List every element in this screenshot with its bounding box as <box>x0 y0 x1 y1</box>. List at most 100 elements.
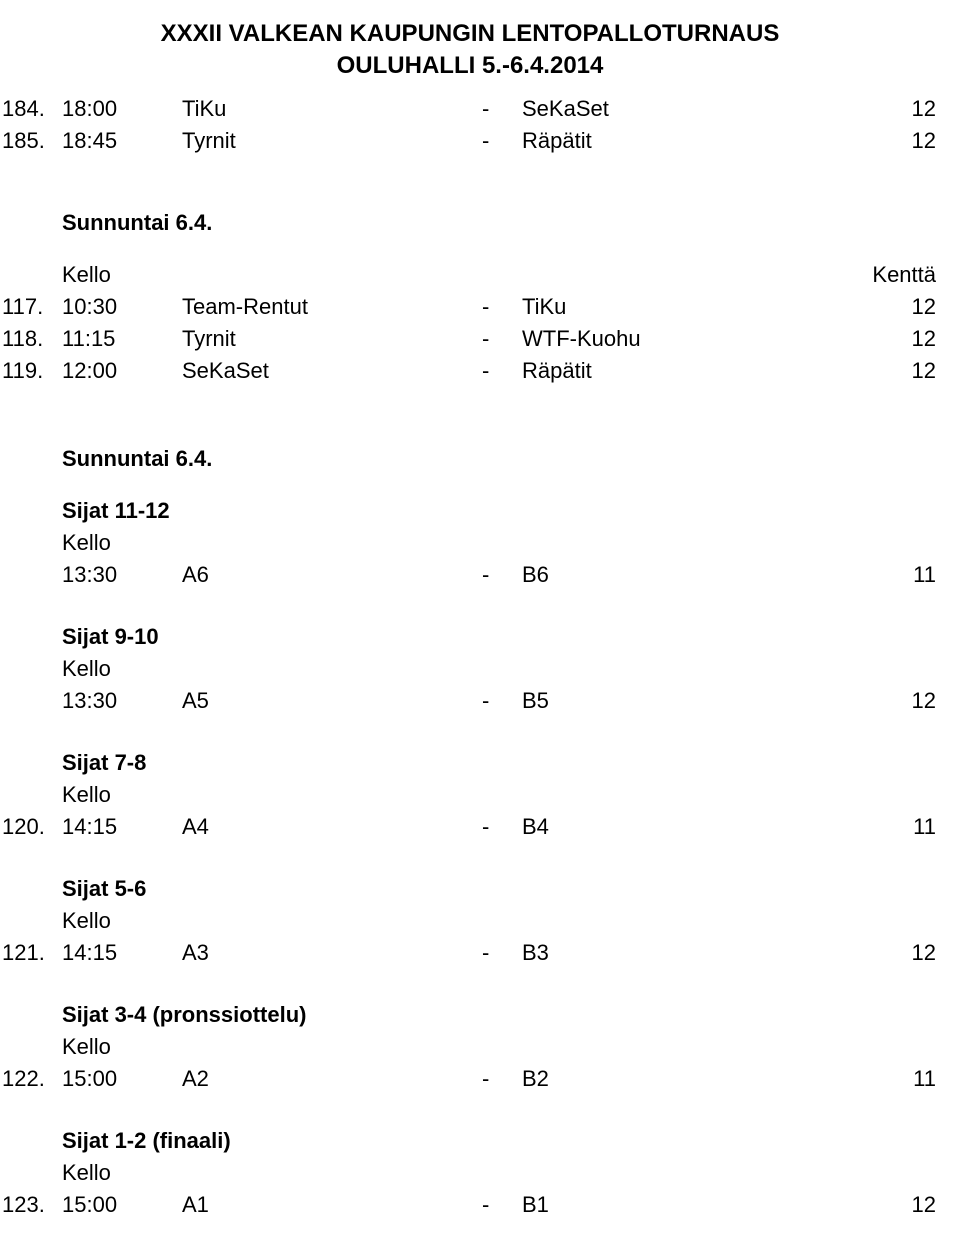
match-time: 13:30 <box>62 562 182 588</box>
match-team1: A4 <box>182 814 482 840</box>
match-row: 120. 14:15 A4 - B4 11 <box>0 814 940 840</box>
section-heading: Sijat 11-12 <box>62 498 940 524</box>
match-row: 121. 14:15 A3 - B3 12 <box>0 940 940 966</box>
day-heading: Sunnuntai 6.4. <box>62 210 940 236</box>
match-field: 12 <box>832 688 940 714</box>
match-team1: Tyrnit <box>182 326 482 352</box>
match-team2: B1 <box>522 1192 832 1218</box>
spacer <box>0 1098 940 1128</box>
match-field: 11 <box>832 814 940 840</box>
match-index: 117. <box>0 294 62 320</box>
match-time: 14:15 <box>62 814 182 840</box>
section-heading: Sijat 7-8 <box>62 750 940 776</box>
spacer <box>0 972 940 1002</box>
tournament-subtitle: OULUHALLI 5.-6.4.2014 <box>0 52 940 80</box>
match-team1: Team-Rentut <box>182 294 482 320</box>
match-team2: Räpätit <box>522 358 832 384</box>
match-time: 15:00 <box>62 1066 182 1092</box>
match-time: 14:15 <box>62 940 182 966</box>
spacer <box>0 846 940 876</box>
match-index: 122. <box>0 1066 62 1092</box>
match-dash: - <box>482 688 522 714</box>
match-dash: - <box>482 1192 522 1218</box>
match-index: 118. <box>0 326 62 352</box>
kello-label: Kello <box>62 1034 940 1060</box>
match-index: 123. <box>0 1192 62 1218</box>
match-index: 120. <box>0 814 62 840</box>
match-team1: A2 <box>182 1066 482 1092</box>
spacer <box>0 720 940 750</box>
match-index: 185. <box>0 128 62 154</box>
match-team2: WTF-Kuohu <box>522 326 832 352</box>
tournament-title: XXXII VALKEAN KAUPUNGIN LENTOPALLOTURNAU… <box>0 20 940 48</box>
match-row: 13:30 A5 - B5 12 <box>0 688 940 714</box>
match-field: 12 <box>832 294 940 320</box>
match-field: 12 <box>832 940 940 966</box>
section-heading: Sijat 5-6 <box>62 876 940 902</box>
match-team2: B5 <box>522 688 832 714</box>
match-team2: Räpätit <box>522 128 832 154</box>
match-team2: TiKu <box>522 294 832 320</box>
match-team1: A5 <box>182 688 482 714</box>
kello-label: Kello <box>62 262 872 288</box>
spacer <box>0 160 940 210</box>
match-index: 184. <box>0 96 62 122</box>
kello-label: Kello <box>62 1160 940 1186</box>
match-field: 12 <box>832 358 940 384</box>
match-dash: - <box>482 1066 522 1092</box>
match-time: 10:30 <box>62 294 182 320</box>
match-team1: TiKu <box>182 96 482 122</box>
match-row: 122. 15:00 A2 - B2 11 <box>0 1066 940 1092</box>
match-dash: - <box>482 940 522 966</box>
match-time: 15:00 <box>62 1192 182 1218</box>
section-heading: Sijat 1-2 (finaali) <box>62 1128 940 1154</box>
match-row: 123. 15:00 A1 - B1 12 <box>0 1192 940 1218</box>
match-dash: - <box>482 96 522 122</box>
match-row: 185. 18:45 Tyrnit - Räpätit 12 <box>0 128 940 154</box>
match-row: 118. 11:15 Tyrnit - WTF-Kuohu 12 <box>0 326 940 352</box>
match-field: 12 <box>832 326 940 352</box>
match-field: 11 <box>832 562 940 588</box>
match-team2: B2 <box>522 1066 832 1092</box>
match-time: 11:15 <box>62 326 182 352</box>
kello-label: Kello <box>62 656 940 682</box>
spacer <box>0 478 940 498</box>
match-index: 121. <box>0 940 62 966</box>
section-heading: Sijat 3-4 (pronssiottelu) <box>62 1002 940 1028</box>
match-dash: - <box>482 326 522 352</box>
kello-label: Kello <box>62 782 940 808</box>
section-heading: Sijat 9-10 <box>62 624 940 650</box>
match-index: 119. <box>0 358 62 384</box>
match-team2: B4 <box>522 814 832 840</box>
match-dash: - <box>482 814 522 840</box>
document-container: XXXII VALKEAN KAUPUNGIN LENTOPALLOTURNAU… <box>0 20 940 1218</box>
match-row: 117. 10:30 Team-Rentut - TiKu 12 <box>0 294 940 320</box>
match-team1: SeKaSet <box>182 358 482 384</box>
match-dash: - <box>482 128 522 154</box>
match-field: 12 <box>832 96 940 122</box>
match-row: 184. 18:00 TiKu - SeKaSet 12 <box>0 96 940 122</box>
match-field: 11 <box>832 1066 940 1092</box>
match-team2: B6 <box>522 562 832 588</box>
match-time: 13:30 <box>62 688 182 714</box>
match-field: 12 <box>832 1192 940 1218</box>
match-time: 18:45 <box>62 128 182 154</box>
kello-kentta-header: Kello Kenttä <box>0 262 940 288</box>
match-dash: - <box>482 294 522 320</box>
match-team2: SeKaSet <box>522 96 832 122</box>
match-row: 13:30 A6 - B6 11 <box>0 562 940 588</box>
match-row: 119. 12:00 SeKaSet - Räpätit 12 <box>0 358 940 384</box>
kentta-label: Kenttä <box>872 262 940 288</box>
spacer <box>0 390 940 446</box>
spacer <box>0 242 940 262</box>
match-dash: - <box>482 358 522 384</box>
match-dash: - <box>482 562 522 588</box>
match-team1: A3 <box>182 940 482 966</box>
match-team1: A6 <box>182 562 482 588</box>
match-team1: A1 <box>182 1192 482 1218</box>
match-team1: Tyrnit <box>182 128 482 154</box>
day-heading: Sunnuntai 6.4. <box>62 446 940 472</box>
kello-label: Kello <box>62 908 940 934</box>
kello-label: Kello <box>62 530 940 556</box>
spacer <box>0 594 940 624</box>
